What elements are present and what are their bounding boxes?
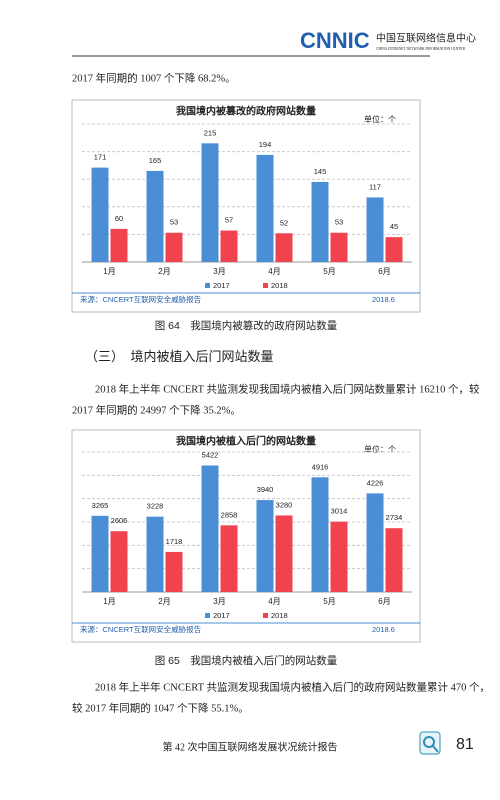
data-label: 60 (115, 214, 123, 223)
data-label: 57 (225, 216, 233, 225)
bar (146, 516, 164, 592)
data-label: 3940 (257, 485, 274, 494)
data-label: 3014 (331, 507, 348, 516)
bar (385, 528, 403, 592)
x-tick-label: 6月 (378, 267, 390, 276)
bar (91, 167, 109, 262)
legend-label: 2018 (271, 281, 288, 290)
bar (146, 170, 164, 262)
bar (330, 521, 348, 592)
footer-icon (419, 731, 441, 755)
bar (275, 233, 293, 262)
text-line: 较 2017 年同期的 1047 个下降 55.1%。 (72, 701, 249, 714)
x-tick-label: 3月 (213, 597, 225, 606)
data-label: 3265 (92, 501, 109, 510)
data-label: 2734 (386, 513, 403, 522)
bar (311, 181, 329, 262)
data-label: 215 (204, 128, 217, 137)
data-label: 4226 (367, 478, 384, 487)
legend-swatch (205, 283, 210, 288)
data-label: 4916 (312, 462, 329, 471)
x-tick-label: 2月 (158, 597, 170, 606)
data-label: 194 (259, 140, 272, 149)
data-label: 53 (335, 218, 343, 227)
unit-label: 单位：个 (364, 444, 396, 454)
bar (275, 515, 293, 592)
data-label: 2606 (111, 516, 128, 525)
chart-title: 我国境内被植入后门的网站数量 (176, 435, 316, 448)
data-label: 171 (94, 153, 107, 162)
data-label: 52 (280, 218, 288, 227)
data-label: 145 (314, 167, 327, 176)
caption: 图 65 我国境内被植入后门的网站数量 (155, 654, 338, 667)
x-tick-label: 3月 (213, 267, 225, 276)
bar (311, 477, 329, 592)
legend-label: 2017 (213, 281, 230, 290)
bar (201, 143, 219, 262)
logo: CNNIC (300, 28, 370, 53)
bar (256, 154, 274, 262)
bar (385, 237, 403, 262)
x-tick-label: 2月 (158, 267, 170, 276)
x-tick-label: 1月 (103, 267, 115, 276)
data-label: 45 (390, 222, 398, 231)
text-line: 2017 年同期的 24997 个下降 35.2%。 (72, 403, 241, 416)
legend-label: 2018 (271, 611, 288, 620)
x-tick-label: 4月 (268, 597, 280, 606)
page-number: 81 (456, 736, 474, 753)
bar (330, 232, 348, 262)
data-label: 53 (170, 218, 178, 227)
bar (220, 525, 238, 592)
bar (366, 493, 384, 592)
x-tick-label: 4月 (268, 267, 280, 276)
footer-text: 第 42 次中国互联网络发展状况统计报告 (163, 740, 338, 753)
source-date: 2018.6 (372, 295, 395, 304)
bar (201, 465, 219, 592)
data-label: 3228 (147, 502, 164, 511)
bar (165, 551, 183, 592)
source: 来源：CNCERT互联网安全威胁报告 (80, 624, 202, 634)
bar (91, 515, 109, 592)
legend-swatch (263, 613, 268, 618)
data-label: 1718 (166, 537, 183, 546)
x-tick-label: 5月 (323, 597, 335, 606)
x-tick-label: 6月 (378, 597, 390, 606)
bar (110, 531, 128, 592)
text-line: 2018 年上半年 CNCERT 共监测发现我国境内被植入后门网站数量累计 16… (95, 382, 480, 395)
org-name-en: CHINA INTERNET NETWORK INFORMATION CENTE… (376, 47, 466, 51)
bar (165, 232, 183, 262)
data-label: 5422 (202, 450, 219, 459)
chart-title: 我国境内被篡改的政府网站数量 (176, 105, 316, 118)
data-label: 2858 (221, 510, 238, 519)
source-date: 2018.6 (372, 625, 395, 634)
org-name: 中国互联网络信息中心 (376, 31, 476, 44)
text-line: 2018 年上半年 CNCERT 共监测发现我国境内被植入后门的政府网站数量累计… (95, 680, 490, 693)
unit-label: 单位：个 (364, 114, 396, 124)
x-tick-label: 1月 (103, 597, 115, 606)
bar (110, 228, 128, 262)
data-label: 117 (369, 182, 381, 191)
bar (366, 197, 384, 262)
bar (220, 230, 238, 262)
legend-swatch (263, 283, 268, 288)
chart-frame (71, 429, 421, 643)
data-label: 165 (149, 156, 162, 165)
source: 来源：CNCERT互联网安全威胁报告 (80, 294, 202, 304)
legend-label: 2017 (213, 611, 230, 620)
caption: 图 64 我国境内被篡改的政府网站数量 (155, 319, 338, 332)
section-heading: （三） 境内被植入后门网站数量 (85, 349, 274, 364)
text-line: 2017 年同期的 1007 个下降 68.2%。 (72, 71, 236, 84)
chart-frame (71, 99, 421, 313)
data-label: 3280 (276, 500, 293, 509)
legend-swatch (205, 613, 210, 618)
x-tick-label: 5月 (323, 267, 335, 276)
bar (256, 500, 274, 592)
